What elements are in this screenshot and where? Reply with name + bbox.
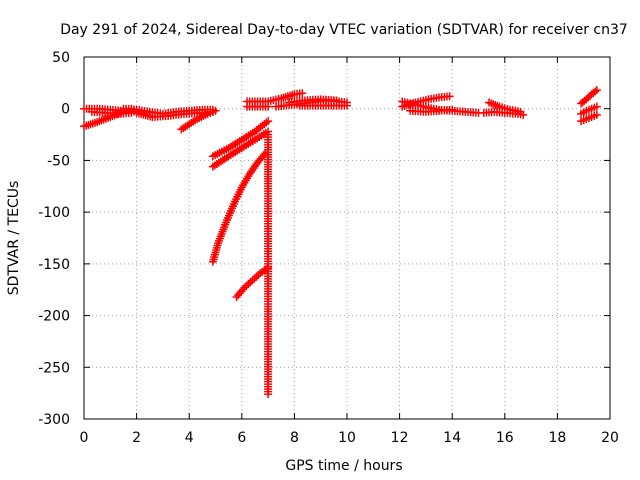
x-tick-label: 6	[237, 430, 246, 446]
data-point	[448, 105, 457, 114]
data-point	[244, 280, 253, 289]
x-tick-label: 4	[185, 430, 194, 446]
data-point	[211, 106, 220, 115]
y-tick-label: -100	[38, 205, 70, 221]
data-point	[592, 102, 601, 111]
data-point	[264, 390, 273, 399]
chart-title: Day 291 of 2024, Sidereal Day-to-day VTE…	[60, 22, 628, 38]
x-axis-label: GPS time / hours	[285, 458, 402, 474]
data-point	[252, 272, 261, 281]
data-point	[250, 274, 259, 283]
y-tick-label: -150	[38, 257, 70, 273]
y-tick-label: -300	[38, 412, 70, 428]
data-point	[516, 107, 525, 116]
data-point	[584, 93, 593, 102]
x-tick-labels: 0 2 4 6 8 10 12 14 16 18 20	[80, 430, 619, 446]
data-point	[246, 278, 255, 287]
data-point	[238, 285, 247, 294]
y-tick-label: 50	[52, 50, 70, 66]
data-point	[298, 89, 307, 98]
data-point	[591, 87, 600, 96]
y-axis-label: SDTVAR / TECUs	[6, 181, 22, 296]
x-tick-label: 0	[80, 430, 89, 446]
x-tick-label: 2	[132, 430, 141, 446]
y-tick-labels: 50 0 -50 -100 -150 -200 -250 -300	[38, 50, 70, 428]
data-point	[343, 101, 351, 110]
data-point	[262, 118, 271, 127]
data-point	[248, 276, 257, 285]
x-tick-label: 8	[290, 430, 299, 446]
y-tick-label: -200	[38, 309, 70, 325]
data-point	[264, 102, 273, 111]
x-tick-label: 16	[496, 430, 514, 446]
y-tick-label: -250	[38, 360, 70, 376]
data-point	[264, 117, 273, 126]
x-tick-label: 10	[338, 430, 356, 446]
data-point	[445, 92, 454, 101]
x-tick-label: 20	[601, 430, 619, 446]
data-point	[592, 86, 601, 95]
x-tick-label: 18	[548, 430, 566, 446]
data-point	[592, 110, 601, 119]
data-point	[582, 95, 591, 104]
data-point	[242, 281, 251, 290]
y-tick-label: 0	[61, 102, 70, 118]
y-tick-label: -50	[47, 153, 70, 169]
data-points	[80, 86, 601, 399]
x-tick-label: 12	[391, 430, 409, 446]
axis-ticks	[83, 56, 611, 420]
x-tick-label: 14	[443, 430, 461, 446]
